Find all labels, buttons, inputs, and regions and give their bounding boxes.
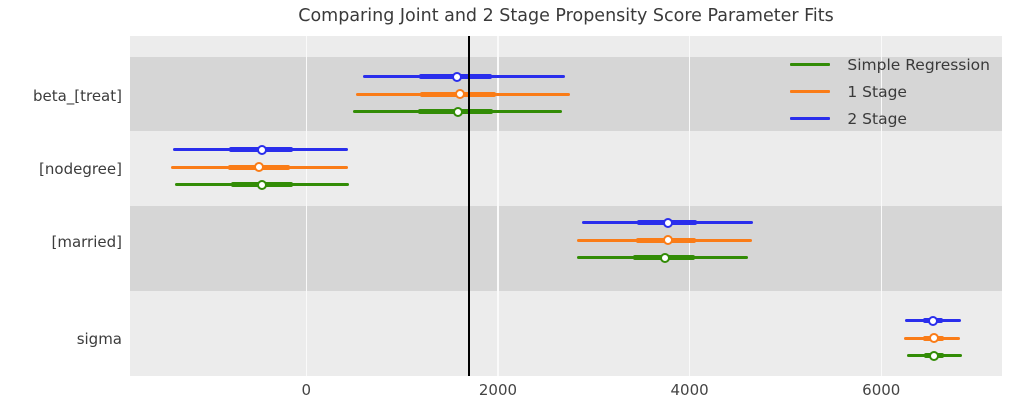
median-dot — [257, 144, 268, 155]
x-gridline — [497, 36, 499, 376]
median-dot — [452, 106, 463, 117]
category-band-shading-married — [130, 206, 1002, 291]
x-axis-tick-label-2000: 2000 — [478, 381, 518, 399]
legend-label-1-stage: 1 Stage — [847, 82, 907, 101]
x-gridline — [880, 36, 882, 376]
legend-line-icon-1-stage — [790, 90, 831, 93]
median-dot — [257, 179, 268, 190]
median-dot — [928, 350, 939, 361]
median-dot — [451, 71, 462, 82]
x-axis-tick-label-0: 0 — [301, 381, 312, 399]
median-dot — [254, 162, 265, 172]
legend-entry-2-stage: 2 Stage — [790, 105, 990, 132]
reference-line — [468, 36, 471, 376]
median-dot — [662, 217, 673, 228]
legend: Simple Regression 1 Stage 2 Stage — [790, 51, 990, 132]
x-axis-tick-label-4000: 4000 — [670, 381, 709, 399]
median-dot — [928, 315, 938, 326]
x-axis-tick-label-6000: 6000 — [862, 381, 901, 399]
median-dot — [928, 333, 939, 343]
legend-entry-1-stage: 1 Stage — [790, 78, 990, 105]
legend-label-2-stage: 2 Stage — [847, 109, 907, 128]
y-axis-label-sigma: sigma — [76, 330, 122, 348]
median-dot — [454, 89, 465, 99]
x-gridline — [305, 36, 308, 376]
y-axis-label-beta-treat: beta_[treat] — [32, 87, 122, 105]
legend-label-simple-regression: Simple Regression — [847, 55, 990, 74]
legend-entry-simple-regression: Simple Regression — [790, 51, 990, 78]
plot-area: Simple Regression 1 Stage 2 Stage — [130, 36, 1002, 376]
median-dot — [662, 235, 673, 245]
y-axis-label-married: [married] — [51, 233, 123, 251]
median-dot — [659, 252, 670, 263]
legend-line-icon-simple-regression — [790, 63, 831, 66]
chart-title: Comparing Joint and 2 Stage Propensity S… — [298, 6, 834, 26]
x-gridline — [688, 36, 691, 376]
legend-line-icon-2-stage — [790, 117, 831, 120]
y-axis-label-nodegree: [nodegree] — [39, 160, 122, 178]
